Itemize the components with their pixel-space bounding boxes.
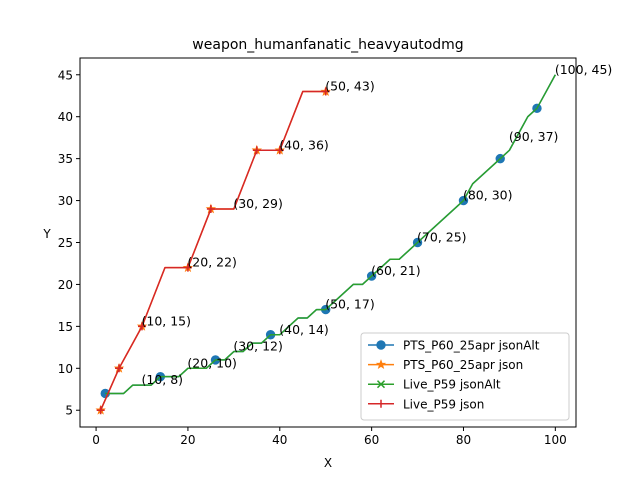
point-annotation: (30, 12) <box>233 339 283 354</box>
series-2 <box>105 74 556 395</box>
y-tick-label: 30 <box>58 194 73 208</box>
legend-label: PTS_P60_25apr jsonAlt <box>403 339 540 353</box>
x-tick-label: 100 <box>544 433 567 447</box>
x-tick-label: 0 <box>92 433 100 447</box>
y-tick-label: 15 <box>58 320 73 334</box>
x-tick-label: 40 <box>272 433 287 447</box>
point-annotation: (10, 8) <box>142 372 184 387</box>
legend-item: PTS_P60_25apr json <box>368 358 523 372</box>
legend-item: Live_P59 jsonAlt <box>368 378 501 392</box>
plot-area <box>95 74 556 415</box>
point-annotation: (30, 29) <box>233 196 283 211</box>
series-3 <box>96 87 330 415</box>
y-axis-label: Y <box>42 227 51 241</box>
legend-marker <box>377 399 385 408</box>
data-point <box>183 263 192 272</box>
legend: PTS_P60_25apr jsonAlt PTS_P60_25apr json L… <box>360 332 570 421</box>
chart-title: weapon_humanfanatic_heavyautodmg <box>192 37 463 53</box>
data-point <box>275 146 284 155</box>
y-tick-label: 5 <box>65 404 73 418</box>
x-tick-label: 60 <box>364 433 379 447</box>
data-point <box>206 204 215 213</box>
legend-item: Live_P59 json <box>368 397 484 411</box>
point-annotation: (50, 17) <box>325 297 375 312</box>
point-annotation: (90, 37) <box>509 129 559 144</box>
point-annotation: (40, 36) <box>279 137 329 152</box>
legend-label: Live_P59 jsonAlt <box>403 378 501 392</box>
data-point <box>115 364 124 373</box>
point-annotation: (20, 10) <box>187 355 237 370</box>
y-tick-label: 20 <box>58 278 73 292</box>
legend-marker <box>376 380 386 389</box>
y-tick-label: 45 <box>58 68 73 82</box>
point-annotation: (80, 30) <box>463 188 513 203</box>
data-point <box>96 406 105 415</box>
legend-label: Live_P59 json <box>403 397 484 411</box>
y-tick-label: 25 <box>58 236 73 250</box>
point-annotation: (40, 14) <box>279 322 329 337</box>
data-point <box>321 87 330 96</box>
legend-box <box>360 332 570 421</box>
y-tick-label: 10 <box>58 362 73 376</box>
data-point <box>138 322 146 331</box>
point-annotation: (50, 43) <box>325 79 375 94</box>
legend-label: PTS_P60_25apr json <box>403 358 523 372</box>
x-tick-label: 20 <box>180 433 195 447</box>
point-annotation: (60, 21) <box>371 263 421 278</box>
series-line <box>105 74 556 395</box>
y-tick-label: 35 <box>58 152 73 166</box>
legend-item: PTS_P60_25apr jsonAlt <box>368 339 540 353</box>
point-annotation: (20, 22) <box>187 255 237 270</box>
x-tick-label: 80 <box>456 433 471 447</box>
point-annotation: (10, 15) <box>142 313 192 328</box>
x-axis-label: X <box>324 456 332 470</box>
point-annotation: (70, 25) <box>417 230 467 245</box>
y-tick-label: 40 <box>58 110 73 124</box>
axis-ticks: 0 20 40 60 80 100 5 10 15 20 25 30 35 40 45 <box>58 68 567 447</box>
legend-marker <box>375 359 387 370</box>
point-annotation: (100, 45) <box>555 62 612 77</box>
data-point <box>252 146 261 155</box>
legend-marker <box>376 340 386 350</box>
annotations: (10, 8)(20, 10)(30, 12) (40, 14) (50, 17) (… <box>142 62 613 387</box>
